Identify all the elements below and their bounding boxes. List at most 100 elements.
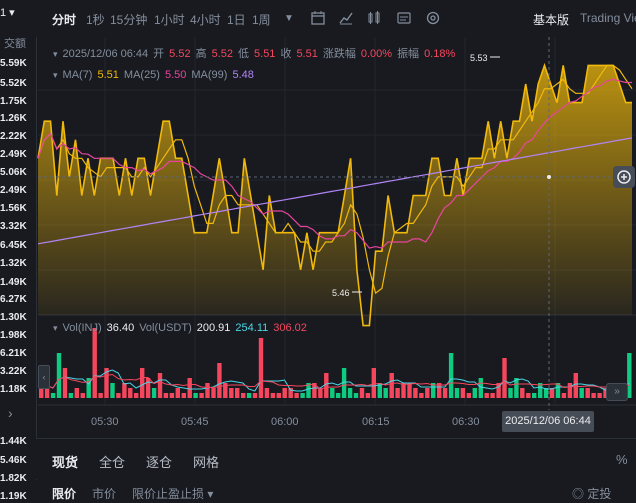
- volume-bar: [157, 373, 163, 398]
- recurring-buy-button[interactable]: ◎ 定投: [572, 487, 612, 501]
- timeframe-15m[interactable]: 15分钟: [110, 13, 148, 27]
- left-volume-value: 5.46K: [0, 455, 27, 466]
- left-volume-value: 1.82K: [0, 473, 27, 484]
- left-volume-value: 5.06K: [0, 167, 27, 178]
- order-type-limit[interactable]: 限价: [52, 487, 77, 501]
- left-volume-value: 3.32K: [0, 221, 27, 232]
- more-timeframes-dropdown-icon[interactable]: ▼: [284, 13, 294, 24]
- volume-bar: [472, 388, 477, 398]
- left-column-header: 1 ▾: [0, 7, 15, 19]
- volume-bar: [294, 393, 299, 398]
- scroll-left-button[interactable]: ‹: [38, 365, 50, 389]
- volume-bar: [235, 388, 240, 398]
- time-label: 06:00: [271, 416, 299, 428]
- volume-bar: [585, 388, 590, 398]
- high-marker: 5.53: [470, 53, 488, 63]
- volume-bar: [151, 388, 157, 398]
- volume-bar: [252, 393, 258, 398]
- time-label: 06:15: [362, 416, 390, 428]
- volume-bar: [383, 388, 388, 398]
- volume-bar: [413, 388, 418, 398]
- volume-bar: [448, 353, 454, 398]
- volume-bar: [56, 353, 62, 398]
- trade-mode-tabs: 现货 全仓 逐仓 网格 %: [36, 438, 636, 479]
- left-volume-value: 1.75K: [0, 96, 27, 107]
- left-volume-value: 1.32K: [0, 258, 27, 269]
- volume-bar: [300, 393, 305, 398]
- timeframe-1h[interactable]: 1小时: [154, 13, 185, 27]
- timeframe-4h[interactable]: 4小时: [190, 13, 221, 27]
- view-tradingview-button[interactable]: Trading View: [580, 11, 636, 25]
- tab-cross[interactable]: 全仓: [99, 455, 126, 470]
- volume-bar: [514, 378, 519, 398]
- volume-bar: [62, 368, 68, 398]
- tab-isolated[interactable]: 逐仓: [146, 455, 173, 470]
- volume-bar: [122, 383, 127, 398]
- volume-bar: [92, 328, 97, 398]
- percent-icon[interactable]: %: [616, 452, 628, 467]
- volume-bar: [324, 373, 329, 398]
- left-volume-value: 1.49K: [0, 277, 27, 288]
- left-volume-value: 1.56K: [0, 203, 27, 214]
- order-type-stop-limit[interactable]: 限价止盈止损 ▾: [132, 487, 214, 501]
- volume-bar: [98, 393, 103, 398]
- view-basic-button[interactable]: 基本版: [533, 13, 570, 27]
- clock-icon: ◎: [572, 487, 585, 501]
- chevron-right-icon[interactable]: ›: [8, 405, 13, 421]
- chart-settings-icon[interactable]: [396, 10, 412, 26]
- volume-bar: [68, 393, 74, 398]
- volume-bar: [484, 393, 489, 398]
- timeframe-line[interactable]: 分时: [52, 13, 77, 27]
- left-volume-value: 2.22K: [0, 131, 27, 142]
- add-drawing-button[interactable]: [613, 166, 635, 188]
- volume-bar: [306, 383, 311, 398]
- volume-bar: [223, 383, 228, 398]
- volume-bar: [229, 388, 234, 398]
- volume-bar: [520, 388, 525, 398]
- left-volume-value: 5.59K: [0, 58, 27, 69]
- volume-bar: [549, 388, 555, 398]
- volume-bar: [199, 393, 204, 398]
- timeframe-1d[interactable]: 1日: [227, 13, 246, 27]
- crosshair-time-badge: 2025/12/06 06:44: [502, 411, 594, 432]
- volume-bar: [86, 378, 91, 398]
- volume-bar: [276, 393, 281, 398]
- volume-bar: [39, 388, 44, 398]
- calendar-icon[interactable]: [310, 10, 326, 26]
- volume-bar: [425, 388, 430, 398]
- volume-bar: [508, 388, 513, 398]
- indicator-chart-icon[interactable]: [338, 10, 354, 26]
- timeframe-1s[interactable]: 1秒: [86, 13, 105, 27]
- volume-bar: [567, 383, 573, 398]
- volume-bar: [591, 393, 596, 398]
- scroll-to-latest-button[interactable]: »: [606, 383, 628, 401]
- ohlc-info: ▾ 2025/12/06 06:44 开 5.52 高 5.52 低 5.51 收 5.51 涨跌幅…: [53, 48, 456, 60]
- volume-bar: [270, 393, 276, 398]
- left-volume-column: 1 ▾ 交额 5.59K 5.52K 1.75K 1.26K 2.22K 2.49K 5.0…: [0, 0, 37, 503]
- volume-bar: [205, 383, 210, 398]
- order-type-market[interactable]: 市价: [92, 487, 117, 501]
- volume-bar: [217, 363, 222, 398]
- timeframe-1w[interactable]: 1周: [252, 13, 271, 27]
- left-volume-value: 6.21K: [0, 348, 27, 359]
- low-marker: 5.46: [332, 288, 350, 298]
- volume-info: ▾ Vol(INJ) 36.40 Vol(USDT) 200.91 254.11 306.0…: [53, 322, 307, 334]
- volume-bar: [282, 388, 287, 398]
- order-type-bar: 限价 市价 限价止盈止损 ▾ ◎ 定投: [36, 480, 636, 503]
- candlestick-icon[interactable]: [366, 10, 382, 26]
- volume-bar: [496, 383, 501, 398]
- tab-spot[interactable]: 现货: [52, 455, 79, 470]
- volume-bar: [104, 368, 109, 398]
- volume-bar: [407, 383, 412, 398]
- tab-grid[interactable]: 网格: [193, 455, 220, 470]
- volume-bar: [44, 383, 50, 398]
- volume-bar: [140, 368, 145, 398]
- gear-icon[interactable]: [425, 10, 441, 26]
- volume-bar: [312, 383, 317, 398]
- volume-bar: [134, 393, 139, 398]
- crosshair-dot: [547, 175, 551, 179]
- volume-bar: [169, 393, 175, 398]
- left-volume-value: 1.30K: [0, 312, 27, 323]
- volume-bar: [336, 393, 341, 398]
- price-chart[interactable]: [0, 0, 636, 438]
